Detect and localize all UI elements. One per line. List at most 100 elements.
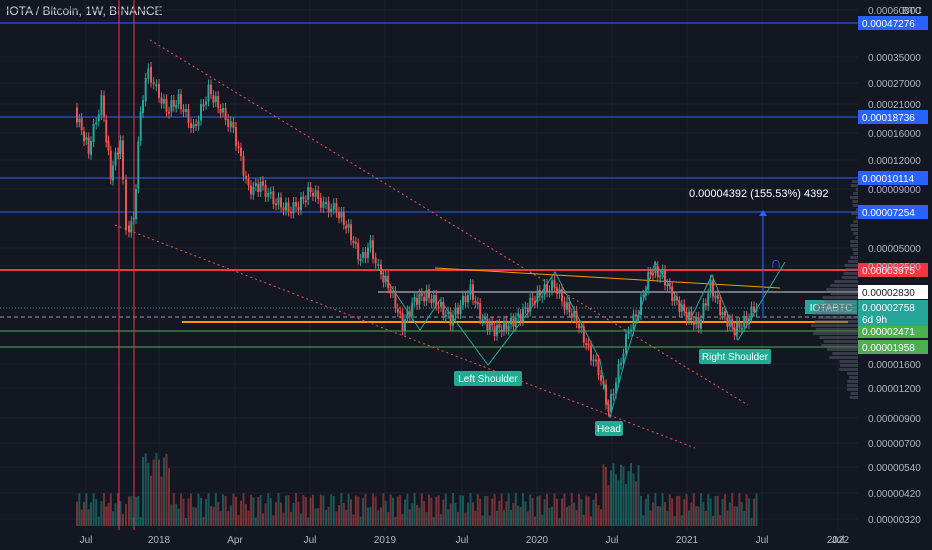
volume-bar: [409, 509, 411, 526]
volume-bar: [147, 463, 149, 526]
volume-bar: [510, 510, 512, 526]
x-tick-label: Jul: [456, 535, 469, 546]
candle-body: [142, 100, 144, 113]
volume-bar: [578, 494, 580, 526]
volume-bar: [705, 511, 707, 526]
volume-bar: [620, 465, 622, 526]
candle-body: [479, 303, 481, 319]
candle-body: [243, 156, 245, 176]
volume-bar: [571, 493, 573, 526]
volume-bar: [546, 494, 548, 526]
volume-bar: [503, 510, 505, 526]
volume-bar: [343, 503, 345, 526]
volume-bar: [512, 503, 514, 526]
candle-body: [248, 179, 250, 186]
volume-bar: [222, 494, 224, 526]
volume-bar: [482, 516, 484, 526]
candle-body: [472, 284, 474, 300]
volume-profile-bar: [852, 200, 858, 203]
volume-bar: [78, 493, 80, 526]
candle-body: [203, 104, 205, 106]
x-tick-label: 2018: [148, 535, 171, 546]
candle-body: [178, 94, 180, 104]
candle-body: [635, 314, 637, 316]
level-label: 0.00007254: [862, 208, 915, 219]
volume-bar: [633, 473, 635, 526]
volume-bar: [399, 495, 401, 526]
y-tick-label: 0.00027000: [868, 79, 921, 90]
volume-bar: [686, 494, 688, 526]
candle-body: [741, 328, 743, 330]
volume-bar: [140, 517, 142, 526]
volume-bar: [748, 498, 750, 526]
candle-body: [343, 212, 345, 225]
volume-bar: [158, 460, 160, 526]
volume-bar: [406, 494, 408, 526]
volume-bar: [215, 493, 217, 526]
volume-bar: [322, 495, 324, 526]
candle-body: [335, 203, 337, 213]
volume-bar: [430, 498, 432, 526]
volume-profile-bar: [852, 180, 858, 183]
candle-body: [522, 309, 524, 321]
candle-body: [128, 226, 130, 233]
volume-profile-bar: [851, 184, 858, 187]
volume-profile-bar: [850, 396, 858, 399]
volume-bar: [243, 493, 245, 526]
volume-bar: [659, 506, 661, 526]
volume-bar: [217, 502, 219, 526]
volume-bar: [245, 504, 247, 526]
candle-body: [705, 303, 707, 305]
candle-body: [150, 67, 152, 83]
volume-profile-bar: [813, 332, 858, 335]
volume-bar: [520, 507, 522, 526]
candle-body: [462, 296, 464, 305]
candle-body: [130, 221, 132, 233]
volume-bar: [305, 497, 307, 526]
volume-bar: [743, 511, 745, 526]
candle-body: [498, 324, 500, 328]
candle-body: [238, 146, 240, 148]
volume-bar: [333, 496, 335, 526]
candle-body: [559, 289, 561, 294]
candle-body: [404, 319, 406, 330]
candle-body: [659, 275, 661, 278]
candle-body: [317, 191, 319, 199]
volume-bar: [238, 515, 240, 526]
candle-body: [387, 276, 389, 288]
volume-bar: [457, 512, 459, 526]
volume-bar: [440, 514, 442, 526]
volume-bar: [98, 517, 100, 526]
candle-body: [348, 224, 350, 228]
volume-bar: [652, 502, 654, 526]
volume-bar: [355, 495, 357, 526]
candle-body: [620, 363, 622, 365]
volume-bar: [380, 507, 382, 526]
candle-body: [700, 320, 702, 329]
candle-body: [140, 111, 142, 141]
volume-bar: [714, 496, 716, 526]
volume-profile-bar: [827, 348, 858, 351]
volume-bar: [411, 503, 413, 526]
candle-body: [95, 122, 97, 124]
volume-bar: [630, 463, 632, 526]
volume-bar: [300, 514, 302, 526]
candle-body: [686, 312, 688, 320]
candle-body: [377, 264, 379, 266]
level-label: 0.00018736: [862, 113, 915, 124]
volume-profile-bar: [814, 308, 858, 311]
volume-profile-bar: [830, 284, 858, 287]
candle-body: [280, 197, 282, 207]
volume-bar: [345, 510, 347, 526]
volume-bar: [100, 501, 102, 526]
candle-body: [474, 301, 476, 303]
candle-body: [430, 299, 432, 303]
candle-body: [250, 185, 252, 194]
candle-body: [110, 151, 112, 180]
candle-body: [103, 96, 105, 118]
volume-bar: [517, 505, 519, 526]
candle-body: [576, 311, 578, 323]
candle-body: [115, 153, 117, 166]
candle-body: [719, 300, 721, 315]
